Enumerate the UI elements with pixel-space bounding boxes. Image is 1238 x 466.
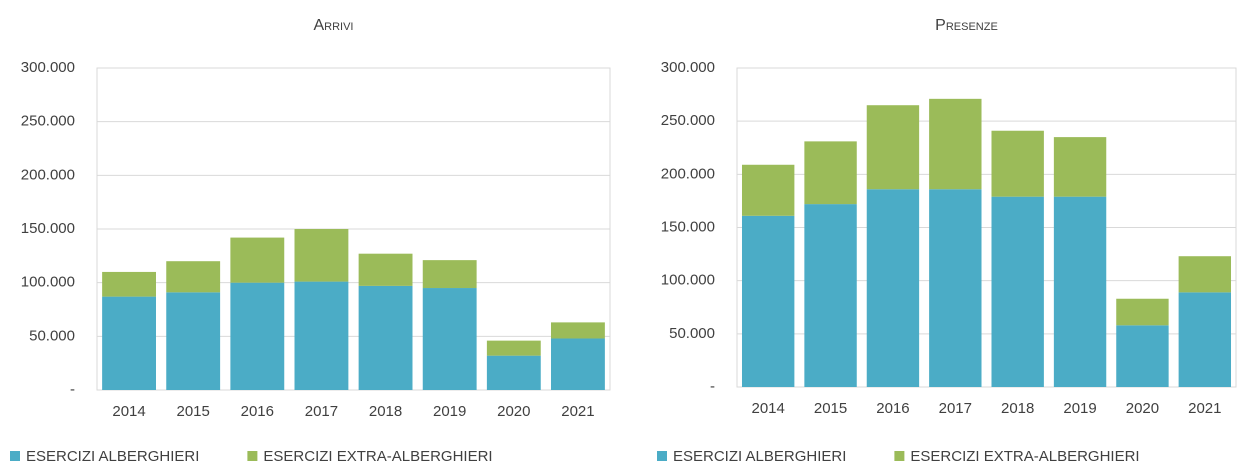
- bar-segment: [1116, 298, 1169, 326]
- bar-segment: [741, 164, 795, 216]
- bar-segment: [230, 282, 285, 390]
- plot-frame: [96, 67, 611, 391]
- bar-segment: [166, 292, 221, 390]
- bar-segment: [294, 281, 349, 390]
- bar-segment: [1116, 325, 1169, 387]
- legend-swatch: [894, 451, 905, 461]
- x-tick-label: 2015: [814, 400, 847, 417]
- bar-segment: [1178, 256, 1232, 293]
- bar-segment: [866, 105, 920, 190]
- x-tick-label: 2020: [1126, 400, 1159, 417]
- bar-segment: [422, 288, 477, 390]
- y-tick-label: 200.000: [21, 166, 75, 183]
- bar-segment: [422, 260, 477, 289]
- x-tick-label: 2021: [1188, 400, 1221, 417]
- y-tick-label: 150.000: [21, 220, 75, 237]
- bar-segment: [804, 141, 857, 205]
- x-tick-label: 2021: [561, 403, 594, 420]
- chart-title: Arrivi: [313, 17, 353, 34]
- y-tick-label: 50.000: [29, 327, 75, 344]
- bar-segment: [166, 261, 221, 293]
- legend-label: ESERCIZI ALBERGHIERI: [26, 448, 199, 465]
- bar-segment: [486, 340, 541, 356]
- legend-label: ESERCIZI ALBERGHIERI: [673, 448, 846, 465]
- bar-segment: [102, 296, 156, 390]
- y-tick-label: 250.000: [21, 113, 75, 130]
- bar-segment: [102, 271, 156, 297]
- legend-label: ESERCIZI EXTRA-ALBERGHIERI: [263, 448, 492, 465]
- bar-segment: [741, 215, 795, 387]
- y-tick-label: 150.000: [661, 218, 715, 235]
- x-tick-label: 2014: [752, 400, 785, 417]
- x-tick-label: 2018: [369, 403, 402, 420]
- bar-segment: [929, 98, 982, 190]
- y-tick-label: 300.000: [21, 59, 75, 76]
- bar-segment: [551, 338, 605, 390]
- y-tick-label: 100.000: [661, 272, 715, 289]
- chart-title: Presenze: [935, 17, 998, 34]
- x-tick-label: 2020: [497, 403, 530, 420]
- bar-segment: [230, 237, 285, 283]
- x-tick-label: 2015: [177, 403, 210, 420]
- bar-segment: [1053, 137, 1107, 197]
- bar-segment: [358, 285, 413, 390]
- y-tick-label: 250.000: [661, 112, 715, 129]
- y-tick-label: -: [710, 378, 715, 395]
- legend-swatch: [10, 451, 20, 461]
- legend-label: ESERCIZI EXTRA-ALBERGHIERI: [910, 448, 1139, 465]
- bar-segment: [929, 189, 982, 387]
- x-tick-label: 2017: [305, 403, 338, 420]
- y-tick-label: 200.000: [661, 165, 715, 182]
- y-tick-label: -: [70, 381, 75, 398]
- x-tick-label: 2019: [433, 403, 466, 420]
- x-tick-label: 2016: [241, 403, 274, 420]
- bar-segment: [866, 189, 920, 387]
- bar-segment: [486, 355, 541, 390]
- y-tick-label: 300.000: [661, 59, 715, 76]
- y-tick-label: 100.000: [21, 274, 75, 291]
- bar-segment: [358, 253, 413, 286]
- bar-segment: [804, 204, 857, 387]
- plot-frame: [736, 67, 1237, 388]
- bar-segment: [294, 229, 349, 282]
- legend-swatch: [247, 451, 258, 461]
- y-tick-label: 50.000: [669, 325, 715, 342]
- bar-segment: [991, 196, 1044, 387]
- x-tick-label: 2014: [112, 403, 145, 420]
- legend-swatch: [657, 451, 667, 461]
- x-tick-label: 2017: [939, 400, 972, 417]
- bar-segment: [991, 130, 1044, 197]
- x-tick-label: 2019: [1063, 400, 1096, 417]
- x-tick-label: 2016: [876, 400, 909, 417]
- bar-segment: [1053, 196, 1107, 387]
- x-tick-label: 2018: [1001, 400, 1034, 417]
- bar-segment: [1178, 292, 1232, 387]
- bar-segment: [551, 322, 605, 339]
